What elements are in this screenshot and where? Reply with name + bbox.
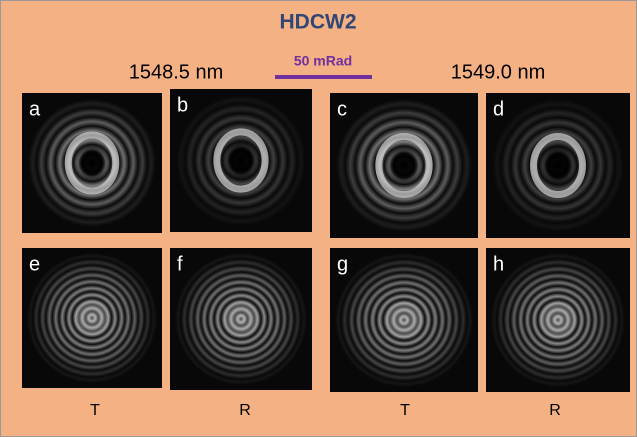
dark-core (224, 140, 258, 180)
panel-label: c (337, 98, 347, 120)
dark-core (75, 143, 109, 182)
panel-label: f (177, 253, 183, 275)
panel: b (170, 89, 312, 232)
wavelength-label: 1549.0 nm (451, 61, 546, 83)
panel: c (330, 93, 478, 238)
bright-center (75, 301, 109, 335)
panel-label: b (177, 94, 188, 116)
panel-label: g (337, 253, 348, 275)
column-label: R (239, 402, 251, 419)
bright-center (541, 303, 576, 338)
panel: f (170, 248, 312, 390)
wavelength-label: 1548.5 nm (129, 61, 224, 83)
bright-center (386, 302, 422, 338)
panel: e (22, 248, 162, 388)
panel-label: e (29, 253, 40, 275)
panel: g (330, 248, 478, 392)
column-label: R (549, 402, 561, 419)
panel: h (486, 248, 630, 392)
scale-bar-label: 50 mRad (294, 53, 352, 69)
column-label: T (90, 402, 100, 419)
panel-label: a (29, 98, 41, 120)
dark-core (541, 145, 576, 186)
figure: HDCW2 1548.5 nm 1549.0 nm 50 mRad a b c d e f… (0, 0, 637, 437)
dark-core (386, 145, 422, 186)
bright-center (224, 302, 258, 336)
panel-label: d (493, 98, 504, 120)
title: HDCW2 (280, 11, 357, 34)
panel-label: h (493, 253, 504, 275)
column-label: T (400, 402, 410, 419)
panel: a (22, 93, 162, 233)
panel: d (486, 93, 630, 238)
